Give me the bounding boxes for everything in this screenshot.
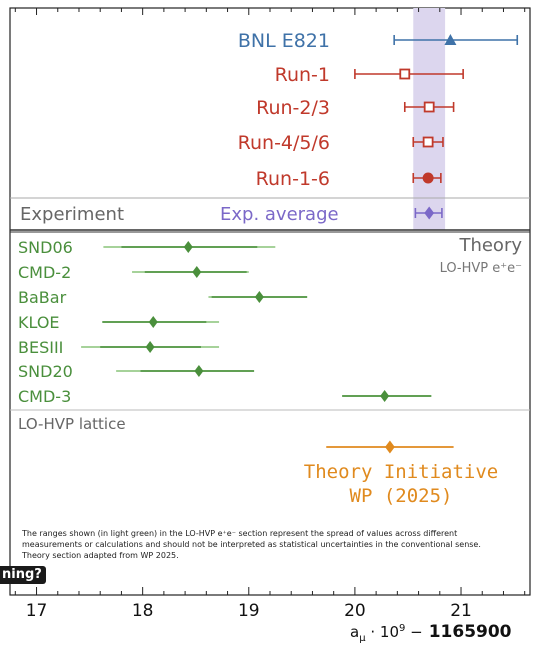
- marker-bnl-e821: [444, 34, 457, 45]
- series-label-run-4-5-6: Run-4/5/6: [238, 132, 330, 154]
- marker-babar: [254, 291, 264, 303]
- marker-snd06: [183, 241, 193, 253]
- marker-besiii: [145, 341, 155, 353]
- series-label-babar: BaBar: [18, 288, 67, 307]
- x-tick-label-20: 20: [344, 601, 366, 621]
- series-label-cmd-2: CMD-2: [18, 263, 71, 282]
- footnote-text: The ranges shown (in light green) in the…: [22, 529, 481, 560]
- series-label-bnl-e821: BNL E821: [238, 30, 330, 52]
- x-tick-label-21: 21: [450, 601, 472, 621]
- theory-subheader: LO-HVP e⁺e⁻: [440, 261, 522, 276]
- marker-run-2-3: [423, 101, 435, 113]
- series-label-cmd-3: CMD-3: [18, 387, 71, 406]
- wp-label-line1: Theory Initiative: [304, 461, 498, 483]
- exp-average-label: Exp. average: [220, 204, 339, 225]
- marker-exp-average: [424, 206, 435, 220]
- lattice-label: LO-HVP lattice: [18, 415, 126, 433]
- x-axis-title: aμ · 109 −1165900: [350, 622, 512, 644]
- experiment-section-label: Experiment: [20, 204, 124, 225]
- axis-subscript: μ: [359, 633, 366, 644]
- series-label-snd06: SND06: [18, 238, 73, 257]
- x-tick-label-19: 19: [238, 601, 260, 621]
- series-label-run-1: Run-1: [275, 64, 330, 86]
- axis-minus: −: [405, 623, 423, 641]
- marker-snd20: [194, 365, 204, 377]
- overlay-caption: ning?: [0, 566, 46, 584]
- marker-wp-2025: [385, 440, 395, 454]
- series-label-kloe: KLOE: [18, 313, 60, 332]
- marker-cmd-2: [192, 266, 202, 278]
- series-label-snd20: SND20: [18, 362, 73, 381]
- series-label-run-2-3: Run-2/3: [256, 97, 330, 119]
- marker-run-4-5-6: [422, 136, 434, 148]
- average-band: [413, 8, 446, 230]
- theory-header: Theory: [458, 235, 522, 256]
- marker-kloe: [148, 316, 158, 328]
- axis-scale-prefix: · 10: [370, 623, 399, 641]
- axis-scale-exponent: 9: [398, 623, 406, 634]
- axis-offset: 1165900: [428, 622, 512, 642]
- marker-run-1-6: [422, 172, 434, 184]
- series-label-besiii: BESIII: [18, 338, 63, 357]
- series-label-run-1-6: Run-1-6: [256, 168, 330, 190]
- axis-symbol: a: [350, 623, 360, 641]
- wp-label-line2: WP (2025): [350, 485, 453, 507]
- x-tick-label-18: 18: [132, 601, 154, 621]
- marker-cmd-3: [380, 390, 390, 402]
- x-tick-label-17: 17: [26, 601, 48, 621]
- marker-run-1: [399, 68, 411, 80]
